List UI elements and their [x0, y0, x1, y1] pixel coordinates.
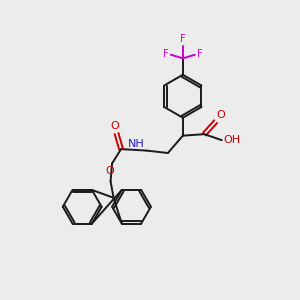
- Text: F: F: [180, 34, 186, 44]
- Text: O: O: [105, 166, 114, 176]
- Text: NH: NH: [128, 139, 145, 149]
- Text: F: F: [197, 49, 203, 59]
- Text: O: O: [217, 110, 225, 120]
- Text: OH: OH: [223, 135, 240, 145]
- Text: F: F: [163, 49, 169, 59]
- Text: O: O: [111, 121, 119, 131]
